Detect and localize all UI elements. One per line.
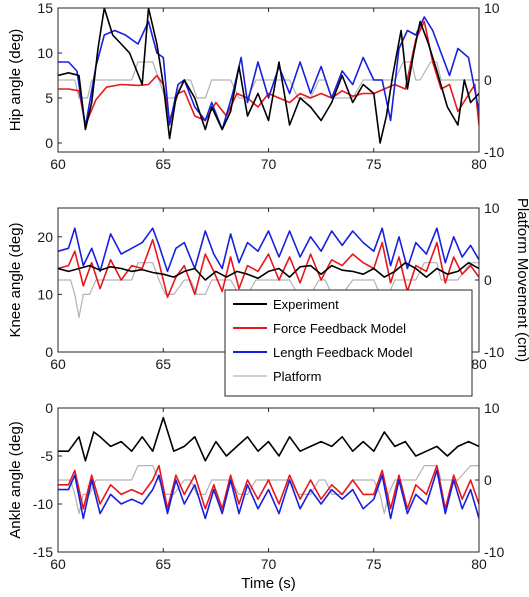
y2-axis-label: Platform Movement (cm): [514, 198, 529, 362]
x-tick-label: 80: [471, 156, 487, 172]
series-line-platform: [58, 262, 479, 318]
y-axis-label: Hip angle (deg): [7, 29, 24, 132]
y2-tick-label: 0: [484, 472, 492, 488]
x-tick-label: 70: [261, 156, 277, 172]
x-tick-label: 70: [261, 556, 277, 572]
y2-tick-label: 0: [484, 72, 492, 88]
y-tick-label: -5: [41, 448, 54, 464]
y-tick-label: 10: [37, 286, 53, 302]
series-line-force-feedback-model: [58, 464, 479, 510]
series-line-platform: [58, 61, 479, 99]
x-tick-label: 60: [50, 356, 66, 372]
series-line-experiment: [58, 416, 479, 462]
y-tick-label: 20: [37, 229, 53, 245]
x-tick-label: 75: [366, 156, 382, 172]
series-line-force-feedback-model: [58, 20, 479, 126]
y-tick-label: -10: [33, 496, 53, 512]
y2-tick-label: 10: [484, 200, 500, 216]
y-tick-label: 0: [45, 344, 53, 360]
series-line-force-feedback-model: [58, 238, 479, 299]
legend-entry: Platform: [273, 369, 321, 384]
series-line-length-feedback-model: [58, 227, 479, 273]
y2-tick-label: 0: [484, 272, 492, 288]
series-line-experiment: [58, 8, 479, 144]
x-tick-label: 65: [155, 156, 171, 172]
x-tick-label: 60: [50, 556, 66, 572]
legend-entry: Experiment: [273, 297, 339, 312]
x-tick-label: 60: [50, 156, 66, 172]
y-tick-label: 15: [37, 0, 53, 16]
y-axis-label: Ankle angle (deg): [7, 421, 24, 539]
y-tick-label: 10: [37, 45, 53, 61]
legend-box: [224, 289, 473, 397]
x-tick-label: 80: [471, 556, 487, 572]
x-tick-label: 65: [155, 556, 171, 572]
series-line-experiment: [58, 261, 479, 281]
y2-tick-label: -10: [484, 144, 504, 160]
x-tick-label: 80: [471, 356, 487, 372]
series-line-length-feedback-model: [58, 469, 479, 520]
y2-tick-label: -10: [484, 344, 504, 360]
y-tick-label: -15: [33, 544, 53, 560]
y-tick-label: 5: [45, 90, 53, 106]
y2-tick-label: 10: [484, 0, 500, 16]
y-tick-label: 0: [45, 400, 53, 416]
y-tick-label: 0: [45, 135, 53, 151]
x-tick-label: 75: [366, 556, 382, 572]
x-axis-label: Time (s): [241, 575, 295, 592]
y2-tick-label: 10: [484, 400, 500, 416]
y-axis-label: Knee angle (deg): [7, 222, 24, 337]
series-line-length-feedback-model: [58, 16, 479, 131]
y2-tick-label: -10: [484, 544, 504, 560]
legend-entry: Length Feedback Model: [273, 345, 413, 360]
x-tick-label: 65: [155, 356, 171, 372]
legend-entry: Force Feedback Model: [273, 321, 406, 336]
series-line-platform: [58, 465, 479, 515]
